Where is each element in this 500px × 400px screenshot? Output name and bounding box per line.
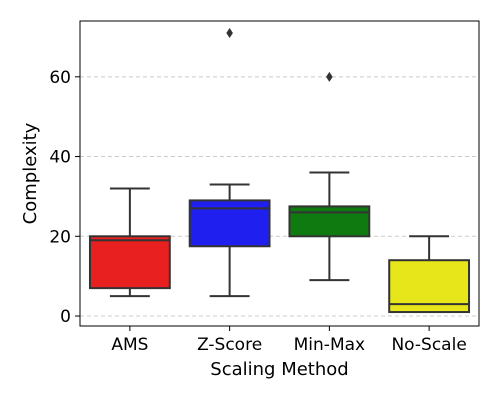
box-series xyxy=(88,27,471,314)
y-tick-label: 0 xyxy=(60,307,71,327)
box-body xyxy=(288,205,371,238)
x-tick-label: Z-Score xyxy=(197,335,262,355)
x-tick-label: AMS xyxy=(111,335,148,355)
y-tick-label: 40 xyxy=(49,148,71,168)
plot-frame xyxy=(79,20,480,327)
box-body xyxy=(88,235,171,290)
y-tick-label: 20 xyxy=(49,227,71,247)
outlier-point xyxy=(226,27,233,38)
x-tick-label: No-Scale xyxy=(391,335,466,355)
box-z-score xyxy=(188,27,271,298)
x-axis: AMS Z-Score Min-Max No-Scale xyxy=(111,326,467,355)
box-no-scale xyxy=(388,235,471,314)
outlier-point xyxy=(326,71,333,82)
box-body xyxy=(188,199,271,248)
box-ams xyxy=(88,187,171,298)
y-axis: 0 20 40 60 xyxy=(49,68,80,327)
box-min-max xyxy=(288,71,371,282)
y-axis-title: Complexity xyxy=(20,122,41,224)
y-tick-label: 60 xyxy=(49,68,71,88)
x-tick-label: Min-Max xyxy=(294,335,365,355)
x-axis-title: Scaling Method xyxy=(210,359,348,380)
